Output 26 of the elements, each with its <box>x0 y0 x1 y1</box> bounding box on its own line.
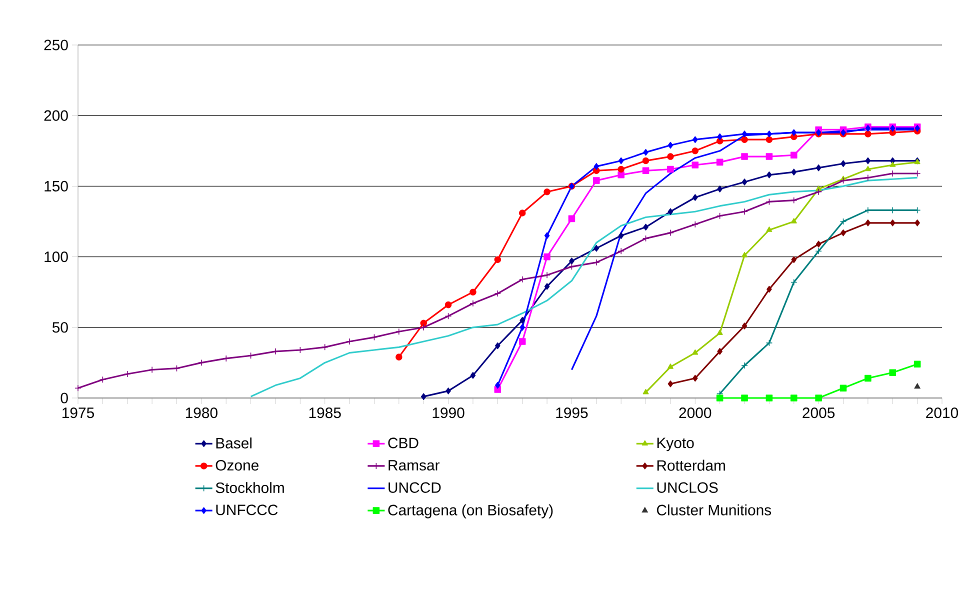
legend-label: Rotterdam <box>657 460 725 471</box>
y-tick-label: 150 <box>44 180 68 192</box>
x-tick-label: 2005 <box>802 408 835 418</box>
legend-label: UNCLOS <box>657 482 718 493</box>
legend-label: Stockholm <box>216 482 284 494</box>
x-tick-label: 1985 <box>309 408 341 418</box>
x-tick-label: 1980 <box>186 408 218 418</box>
y-tick-label: 50 <box>52 322 68 333</box>
y-tick-label: 250 <box>44 40 68 50</box>
x-tick-label: 1975 <box>62 408 94 418</box>
legend-label: UNCCD <box>388 482 441 493</box>
y-tick-label: 0 <box>60 392 68 404</box>
legend-label: Basel <box>216 437 252 448</box>
legend-label: Kyoto <box>657 438 694 452</box>
legend-label: Cartagena (on Biosafety) <box>388 504 553 518</box>
x-tick-label: 2010 <box>926 408 958 418</box>
legend-label: CBD <box>388 438 418 448</box>
x-tick-label: 2000 <box>679 408 712 418</box>
y-tick-label: 200 <box>44 110 68 121</box>
legend-label: Ramsar <box>388 460 440 470</box>
legend-label: UNFCCC <box>216 504 278 516</box>
legend-label: Ozone <box>216 460 258 471</box>
legend-label: Cluster Munitions <box>656 504 772 516</box>
x-tick-label: 1995 <box>556 408 588 418</box>
y-tick-label: 100 <box>44 252 68 262</box>
x-tick-label: 1990 <box>432 408 464 418</box>
